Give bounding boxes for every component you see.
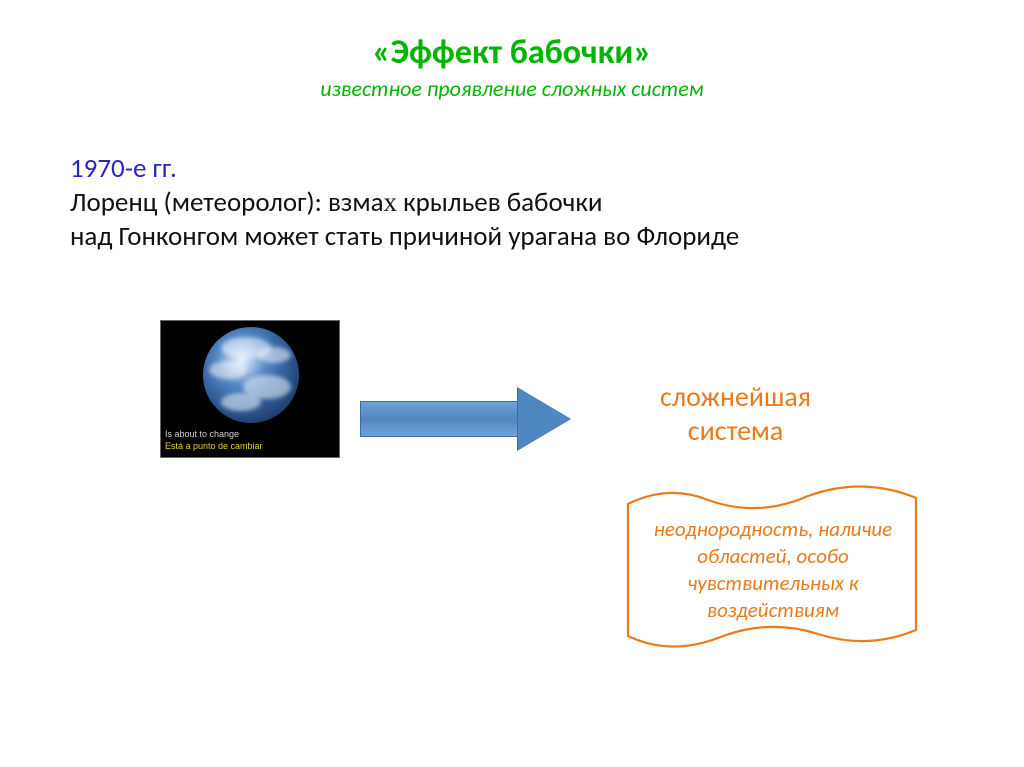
- year-text: 1970-е гг.: [70, 152, 177, 185]
- body-line-1a: Лоренц (метеоролог): взма: [70, 186, 384, 219]
- body-paragraph: 1970-е гг. Лоренц (метеоролог): взмах кр…: [70, 152, 984, 253]
- earth-globe-icon: [203, 327, 299, 423]
- complex-system-label: сложнейшая система: [660, 380, 811, 447]
- body-x: х: [384, 187, 398, 217]
- scroll-line-4: воздействиям: [636, 597, 910, 624]
- scroll-line-2: областей, особо: [636, 543, 910, 570]
- earth-image: Is about to change Está a punto de cambi…: [160, 320, 340, 458]
- page-title: «Эффект бабочки»: [0, 32, 1024, 73]
- scroll-callout: неоднородность, наличие областей, особо …: [608, 478, 938, 656]
- page-subtitle: известное проявление сложных систем: [0, 75, 1024, 102]
- body-line-1b: крыльев бабочки: [397, 186, 602, 219]
- arrow-right-icon: [360, 388, 580, 450]
- complex-label-line-2: система: [660, 414, 811, 448]
- earth-caption-2: Está a punto de cambiar: [165, 441, 263, 451]
- scroll-text: неоднородность, наличие областей, особо …: [636, 516, 910, 624]
- complex-label-line-1: сложнейшая: [660, 380, 811, 414]
- body-line-2: над Гонконгом может стать причиной урага…: [70, 220, 984, 254]
- scroll-line-1: неоднородность, наличие: [636, 516, 910, 543]
- earth-caption-1: Is about to change: [165, 429, 239, 439]
- scroll-line-3: чувствительных к: [636, 570, 910, 597]
